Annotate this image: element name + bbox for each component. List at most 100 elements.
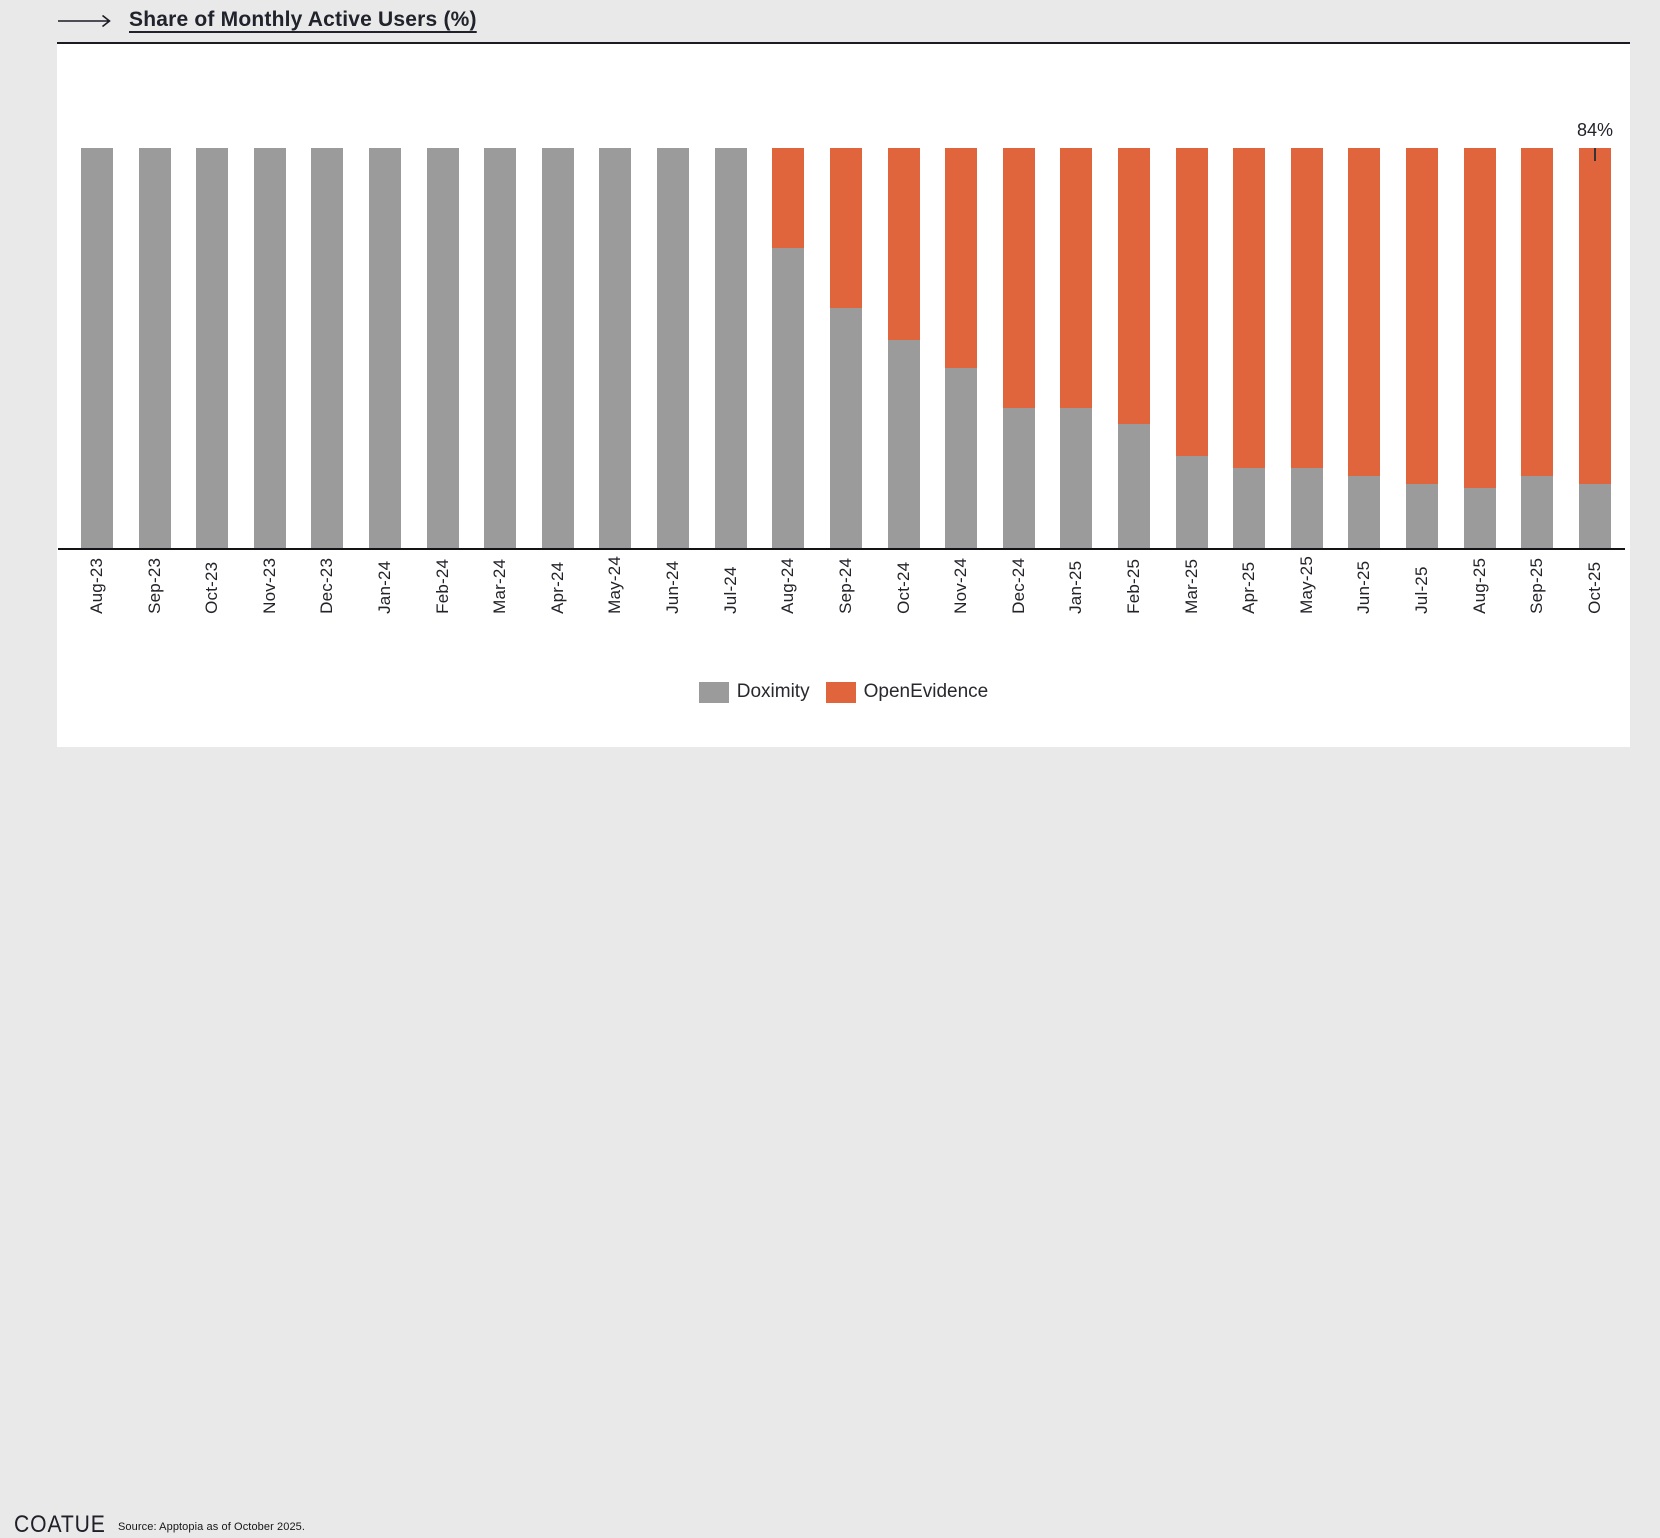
segment-openevidence xyxy=(1521,148,1554,476)
x-axis-label: Oct-23 xyxy=(202,561,222,614)
x-label-cell: Apr-25 xyxy=(1233,556,1265,614)
segment-doximity xyxy=(829,308,862,548)
bar-column-mar-25 xyxy=(1175,148,1208,548)
stacked-bar xyxy=(1060,148,1093,548)
segment-openevidence xyxy=(945,148,978,368)
segment-openevidence xyxy=(772,148,805,248)
stacked-bar xyxy=(1348,148,1381,548)
bar-column-may-24 xyxy=(599,148,632,548)
segment-doximity xyxy=(657,148,690,548)
x-axis-label: Feb-24 xyxy=(432,558,452,614)
stacked-bar xyxy=(311,148,344,548)
legend-label: Doximity xyxy=(736,681,810,702)
bar-column-nov-23 xyxy=(253,148,286,548)
x-label-cell: Jul-24 xyxy=(715,556,747,614)
x-axis-label: Dec-23 xyxy=(317,557,337,614)
bar-column-feb-25 xyxy=(1117,148,1150,548)
stacked-bar xyxy=(945,148,978,548)
segment-doximity xyxy=(1233,468,1266,548)
x-axis-label: Apr-24 xyxy=(547,561,567,614)
stacked-bar xyxy=(196,148,229,548)
x-axis-labels: Aug-23 Sep-23 Oct-23 Nov-23 Dec-23 Jan-24 Feb-… xyxy=(81,556,1611,614)
stacked-bar xyxy=(253,148,286,548)
x-label-cell: Oct-24 xyxy=(888,556,920,614)
stacked-bar xyxy=(599,148,632,548)
bar-column-jul-25 xyxy=(1406,148,1439,548)
segment-doximity xyxy=(1348,476,1381,548)
source-note: Source: Apptopia as of October 2025. xyxy=(118,1521,306,1533)
segment-doximity xyxy=(1117,424,1150,548)
openevidence-swatch-icon xyxy=(825,681,856,703)
x-axis-label: Feb-25 xyxy=(1123,558,1143,614)
bar-column-aug-23 xyxy=(81,148,113,548)
x-label-cell: May-24 xyxy=(599,556,631,614)
segment-openevidence xyxy=(1175,148,1208,456)
legend-label: OpenEvidence xyxy=(863,681,989,702)
stacked-bar xyxy=(1578,148,1611,548)
x-label-cell: Jul-25 xyxy=(1406,556,1438,614)
segment-doximity xyxy=(772,248,805,548)
x-axis-label: Jan-24 xyxy=(375,560,395,614)
x-axis-label: May-25 xyxy=(1296,556,1316,614)
x-label-cell: Jan-25 xyxy=(1060,556,1092,614)
x-label-cell: Dec-23 xyxy=(311,556,343,614)
x-label-cell: Sep-24 xyxy=(830,556,862,614)
segment-doximity xyxy=(541,148,574,548)
page-title: Share of Monthly Active Users (%) xyxy=(129,8,477,31)
x-label-cell: Jun-25 xyxy=(1348,556,1380,614)
x-axis-label: Jun-25 xyxy=(1354,560,1374,614)
footer: COATUE Source: Apptopia as of October 20… xyxy=(0,747,1660,1537)
x-axis-label: Sep-24 xyxy=(835,557,855,614)
bar-column-sep-24 xyxy=(829,148,862,548)
stacked-bar xyxy=(138,148,171,548)
bar-column-feb-24 xyxy=(426,148,459,548)
stacked-bar xyxy=(541,148,574,548)
segment-openevidence xyxy=(1060,148,1093,408)
segment-doximity xyxy=(1290,468,1323,548)
stacked-bar xyxy=(887,148,920,548)
stacked-bar xyxy=(1406,148,1439,548)
x-axis-label: Apr-25 xyxy=(1239,561,1259,614)
segment-doximity xyxy=(196,148,229,548)
segment-doximity xyxy=(1175,456,1208,548)
stacked-bar xyxy=(1463,148,1496,548)
stacked-bar xyxy=(1002,148,1035,548)
x-label-cell: Jun-24 xyxy=(657,556,689,614)
right-arrow-icon xyxy=(57,13,115,34)
stacked-bar xyxy=(484,148,517,548)
stacked-bar xyxy=(369,148,402,548)
x-axis-line xyxy=(58,548,1625,550)
legend-item-doximity: Doximity xyxy=(698,681,810,703)
segment-doximity xyxy=(1406,484,1439,548)
x-label-cell: Dec-24 xyxy=(1003,556,1035,614)
stacked-bar xyxy=(657,148,690,548)
x-axis-label: Sep-25 xyxy=(1527,557,1547,614)
x-axis-label: Aug-25 xyxy=(1469,557,1489,614)
segment-openevidence xyxy=(1578,148,1611,484)
x-label-cell: Oct-25 xyxy=(1579,556,1611,614)
coatue-logo: COATUE xyxy=(14,1511,106,1538)
x-label-cell: Sep-25 xyxy=(1521,556,1553,614)
segment-openevidence xyxy=(1233,148,1266,468)
x-label-cell: Nov-23 xyxy=(254,556,286,614)
stacked-bar xyxy=(829,148,862,548)
x-axis-label: Jul-25 xyxy=(1412,566,1432,614)
segment-doximity xyxy=(599,148,632,548)
x-label-cell: Jan-24 xyxy=(369,556,401,614)
x-axis-label: Mar-24 xyxy=(490,558,510,614)
bar-column-jan-24 xyxy=(369,148,402,548)
segment-doximity xyxy=(714,148,747,548)
segment-openevidence xyxy=(1290,148,1323,468)
segment-doximity xyxy=(426,148,459,548)
x-axis-label: Oct-24 xyxy=(893,561,913,614)
stacked-bar xyxy=(81,148,113,548)
x-axis-label: Aug-23 xyxy=(87,557,106,614)
stacked-bar xyxy=(1521,148,1554,548)
annotation-tick xyxy=(1594,148,1596,161)
plot-area xyxy=(81,148,1611,548)
segment-doximity xyxy=(887,340,920,548)
bar-column-jun-24 xyxy=(657,148,690,548)
x-axis-label: Aug-24 xyxy=(778,557,798,614)
bar-column-may-25 xyxy=(1290,148,1323,548)
bar-column-dec-23 xyxy=(311,148,344,548)
